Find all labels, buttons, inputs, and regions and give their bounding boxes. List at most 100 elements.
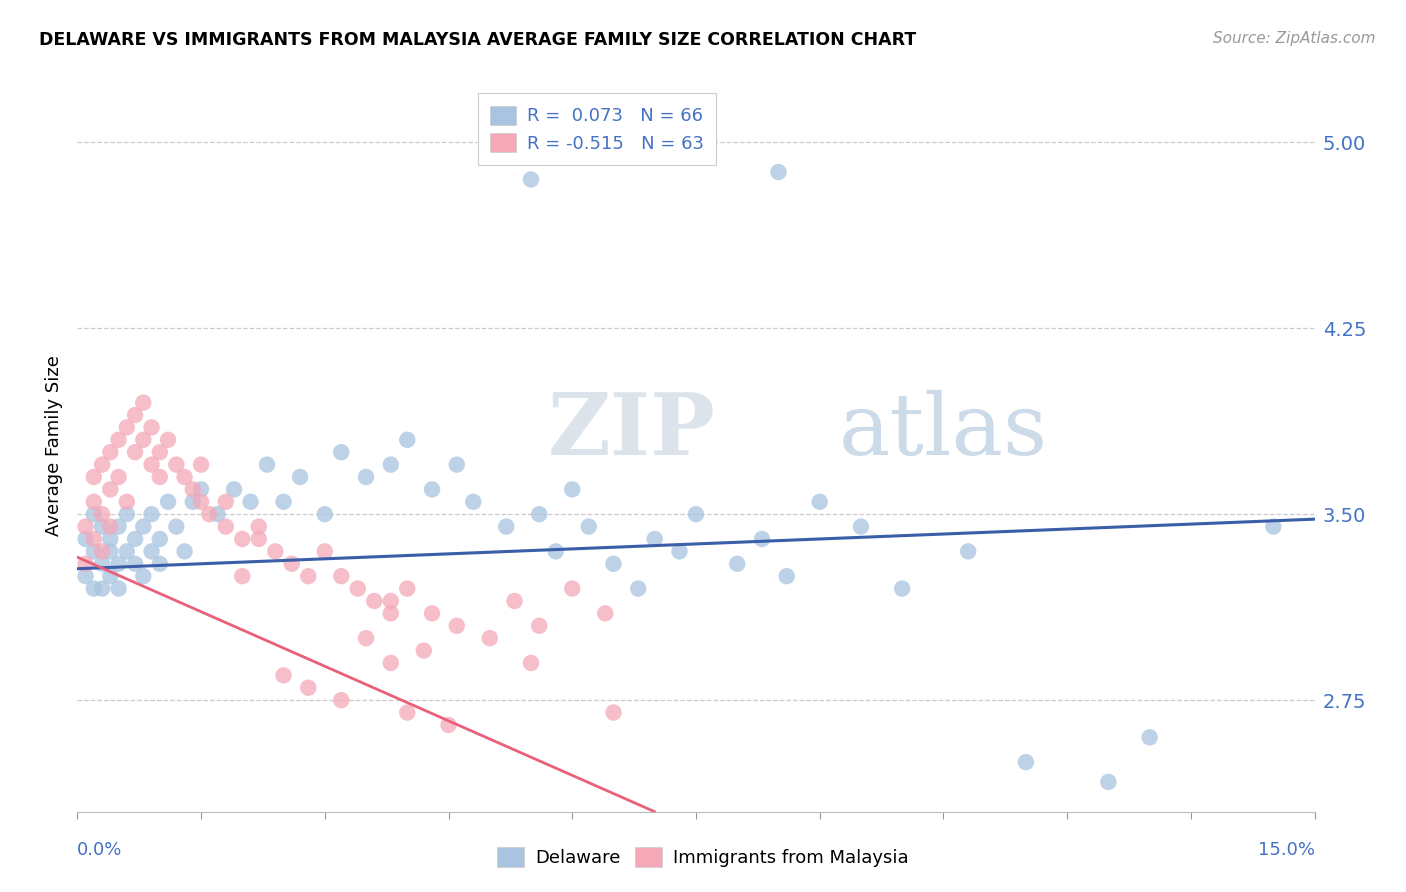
Point — [132, 519, 155, 533]
Point — [685, 507, 707, 521]
Point — [627, 582, 650, 596]
Point — [420, 483, 443, 497]
Point — [668, 544, 690, 558]
Point — [602, 706, 624, 720]
Point — [231, 569, 253, 583]
Point — [808, 495, 831, 509]
Point — [91, 458, 114, 472]
Point — [644, 532, 666, 546]
Legend: R =  0.073   N = 66, R = -0.515   N = 63: R = 0.073 N = 66, R = -0.515 N = 63 — [478, 93, 716, 165]
Point — [83, 532, 105, 546]
Point — [396, 582, 419, 596]
Point — [124, 445, 146, 459]
Point — [75, 532, 97, 546]
Point — [1263, 519, 1285, 533]
Point — [420, 607, 443, 621]
Point — [380, 656, 402, 670]
Point — [165, 519, 187, 533]
Point — [891, 582, 914, 596]
Point — [157, 495, 180, 509]
Point — [247, 519, 270, 533]
Point — [222, 483, 245, 497]
Point — [544, 544, 567, 558]
Point — [115, 495, 138, 509]
Point — [91, 557, 114, 571]
Point — [141, 420, 163, 434]
Point — [83, 544, 105, 558]
Point — [354, 470, 377, 484]
Point — [215, 519, 238, 533]
Point — [446, 458, 468, 472]
Point — [149, 445, 172, 459]
Point — [215, 495, 238, 509]
Point — [173, 470, 195, 484]
Point — [181, 483, 204, 497]
Point — [239, 495, 262, 509]
Point — [83, 470, 105, 484]
Point — [83, 507, 105, 521]
Point — [495, 519, 517, 533]
Point — [190, 483, 212, 497]
Point — [561, 483, 583, 497]
Point — [132, 395, 155, 409]
Point — [520, 656, 543, 670]
Point — [478, 631, 501, 645]
Point — [396, 433, 419, 447]
Point — [751, 532, 773, 546]
Text: ZIP: ZIP — [547, 390, 716, 474]
Point — [1097, 775, 1119, 789]
Point — [380, 594, 402, 608]
Point — [115, 507, 138, 521]
Point — [297, 681, 319, 695]
Point — [1015, 755, 1038, 769]
Point — [725, 557, 748, 571]
Point — [75, 519, 97, 533]
Point — [314, 544, 336, 558]
Point — [288, 470, 311, 484]
Point — [330, 693, 353, 707]
Point — [231, 532, 253, 546]
Point — [98, 483, 121, 497]
Point — [198, 507, 221, 521]
Point — [380, 458, 402, 472]
Point — [75, 557, 97, 571]
Point — [412, 643, 434, 657]
Point — [98, 445, 121, 459]
Point — [768, 165, 790, 179]
Point — [141, 544, 163, 558]
Point — [1139, 731, 1161, 745]
Point — [273, 495, 295, 509]
Point — [91, 582, 114, 596]
Point — [578, 519, 600, 533]
Point — [247, 532, 270, 546]
Point — [330, 445, 353, 459]
Point — [776, 569, 799, 583]
Point — [173, 544, 195, 558]
Point — [149, 557, 172, 571]
Point — [98, 532, 121, 546]
Point — [107, 557, 129, 571]
Point — [98, 569, 121, 583]
Point — [107, 433, 129, 447]
Point — [849, 519, 872, 533]
Point — [190, 495, 212, 509]
Point — [256, 458, 278, 472]
Point — [165, 458, 187, 472]
Point — [529, 619, 551, 633]
Point — [83, 495, 105, 509]
Point — [91, 544, 114, 558]
Point — [529, 507, 551, 521]
Point — [602, 557, 624, 571]
Point — [446, 619, 468, 633]
Point — [91, 519, 114, 533]
Point — [463, 495, 485, 509]
Point — [264, 544, 287, 558]
Point — [957, 544, 980, 558]
Point — [281, 557, 304, 571]
Point — [314, 507, 336, 521]
Text: atlas: atlas — [838, 390, 1047, 473]
Text: 15.0%: 15.0% — [1257, 841, 1315, 860]
Point — [124, 408, 146, 422]
Point — [75, 569, 97, 583]
Point — [273, 668, 295, 682]
